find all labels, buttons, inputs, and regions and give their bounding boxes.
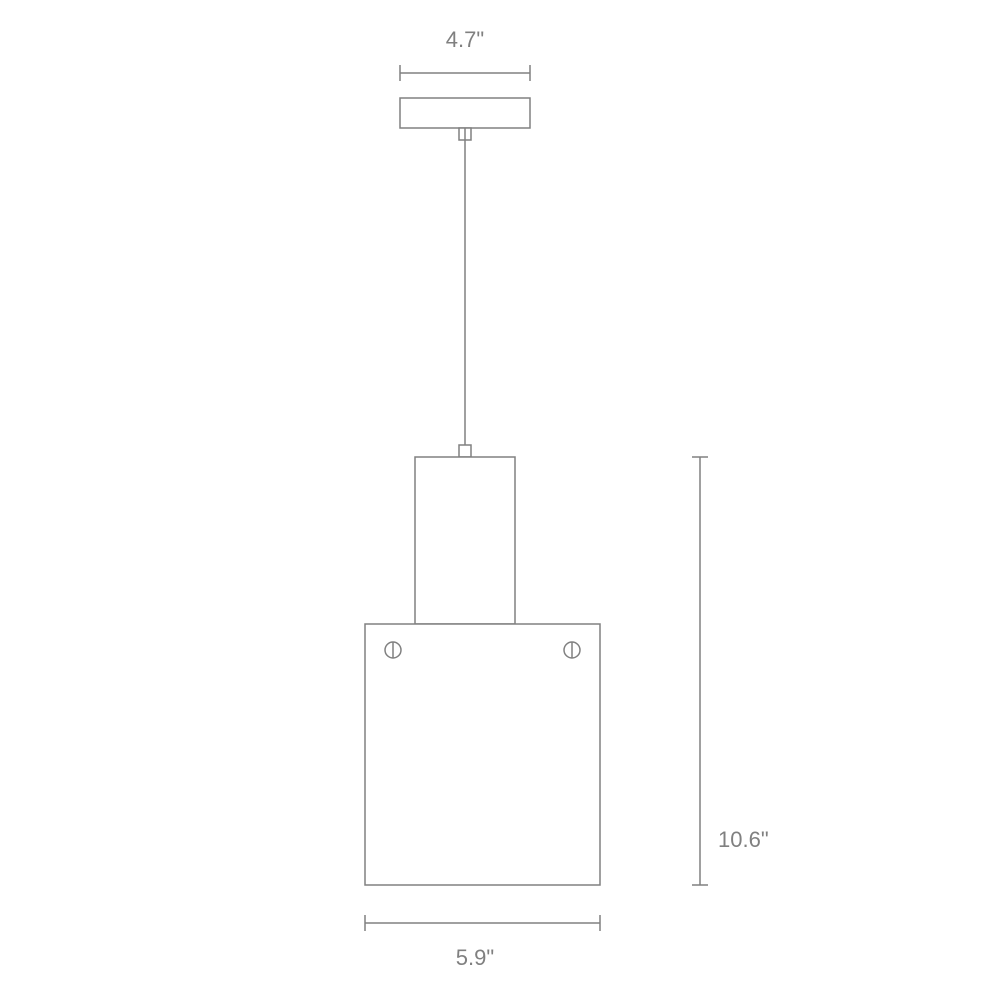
dimension-bottom-label: 5.9" [456, 945, 494, 970]
dimension-right [692, 457, 708, 885]
dimension-drawing: 4.7" 10.6" 5.9" [0, 0, 1000, 1000]
lamp-shade [365, 624, 600, 885]
dimension-right-label: 10.6" [718, 827, 769, 852]
dimension-bottom [365, 915, 600, 931]
dimension-top [400, 65, 530, 81]
canopy-plate [400, 98, 530, 128]
stem-connector-bottom [459, 445, 471, 457]
upper-body [415, 457, 515, 624]
screw-right [564, 642, 580, 658]
dimension-top-label: 4.7" [446, 27, 484, 52]
screw-left [385, 642, 401, 658]
